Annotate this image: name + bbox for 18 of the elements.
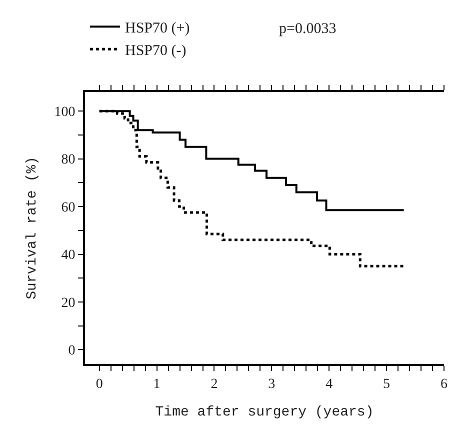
y-tick-label: 80 <box>61 152 76 168</box>
x-axis-title: Time after surgery (years) <box>155 404 374 421</box>
x-tick-label: 2 <box>210 376 218 392</box>
x-tick-label: 3 <box>268 376 276 392</box>
x-tick-label: 5 <box>383 376 390 392</box>
x-tick-label: 4 <box>326 376 333 392</box>
text: p=0.0033 <box>279 21 336 37</box>
legend-label: HSP70 (+) <box>125 20 190 36</box>
x-tick-label: 1 <box>153 376 160 392</box>
x-tick-label: 0 <box>96 376 103 392</box>
x-tick-label: 6 <box>440 376 448 392</box>
y-axis-title: Survival rate (%) <box>24 156 40 300</box>
y-tick-label: 100 <box>54 104 76 120</box>
y-tick-label: 20 <box>61 296 76 311</box>
y-tick-label: 40 <box>61 248 76 264</box>
y-tick-label: 0 <box>68 344 76 359</box>
y-tick-label: 60 <box>61 200 76 216</box>
legend-label: HSP70 (-) <box>125 43 186 59</box>
